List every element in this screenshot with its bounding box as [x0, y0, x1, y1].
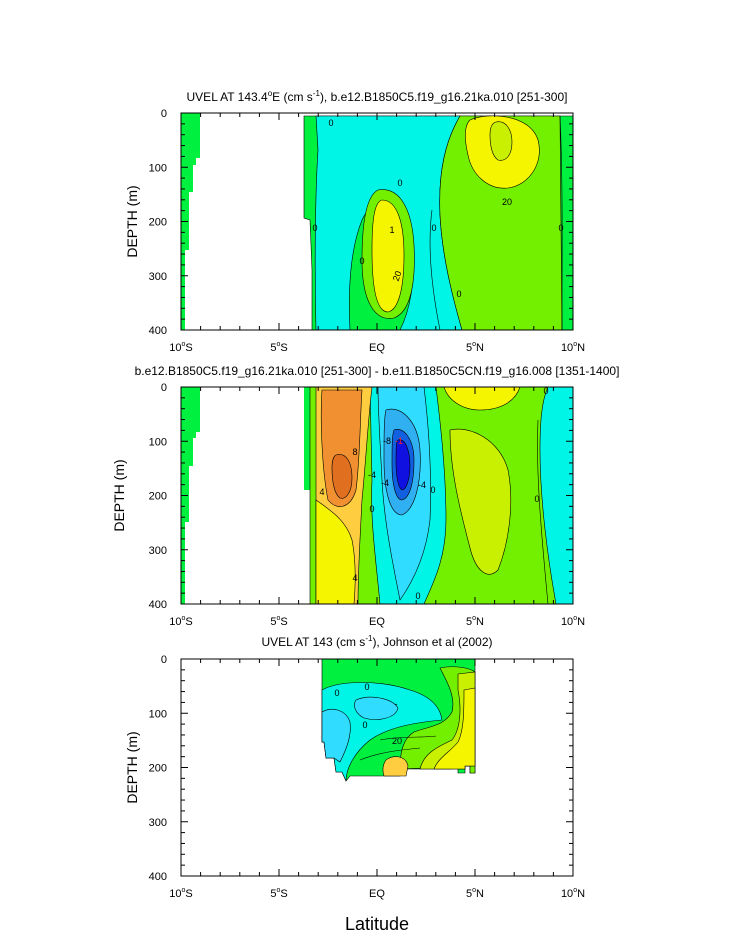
- x-tick-label: 5oS: [270, 341, 287, 354]
- contour-label: 0: [431, 223, 436, 233]
- x-tick-label: 5oS: [270, 615, 287, 628]
- contour-label: -4: [368, 470, 376, 480]
- panel-3-contours: [321, 659, 476, 782]
- panel-2-ylabel: DEPTH (m): [111, 459, 127, 531]
- panel-1-ylabel: DEPTH (m): [124, 185, 140, 257]
- y-tick-label: 0: [161, 654, 167, 666]
- contour-label: 0: [362, 720, 367, 730]
- y-tick-label: 300: [149, 817, 167, 829]
- panel-2-yellow-lower: [315, 499, 356, 604]
- panel-1-right-strip: [559, 115, 563, 330]
- x-tick-label: 5oS: [270, 887, 287, 900]
- contour-label: 0: [364, 682, 369, 692]
- panel-2-deep-blue: [395, 439, 411, 491]
- contour-label: 0: [415, 591, 420, 601]
- panel-2-orange-deep: [331, 454, 353, 499]
- x-tick-label: 10oN: [561, 887, 585, 900]
- contour-label: -: [395, 699, 398, 709]
- y-tick-label: 0: [161, 108, 167, 120]
- contour-label: 0: [334, 688, 339, 698]
- contour-label: 0: [397, 178, 402, 188]
- panel-3-extra-contour: [359, 735, 437, 761]
- y-tick-label: 400: [149, 871, 167, 883]
- panel-3: UVEL AT 143 (cm s-1), Johnson et al (200…: [124, 634, 585, 900]
- contour-label: 0: [430, 485, 435, 495]
- panel-3-light-cyan: [321, 709, 351, 763]
- panel-2: b.e12.B1850C5.f19_g16.21ka.010 [251-300]…: [111, 364, 619, 628]
- y-tick-label: 200: [149, 763, 167, 775]
- y-tick-label: 100: [149, 162, 167, 174]
- contour-label: -1: [395, 436, 403, 446]
- panel-3-title: UVEL AT 143 (cm s-1), Johnson et al (200…: [261, 634, 492, 649]
- panel-1-contour-labels: 0 0 0 0 0 0 0 20 20 1: [312, 118, 563, 299]
- y-tick-label: 400: [149, 599, 167, 611]
- y-tick-label: 200: [149, 217, 167, 229]
- x-tick-label: 10oN: [561, 615, 585, 628]
- x-tick-label: 10oN: [561, 341, 585, 354]
- panel-3-gold: [382, 756, 409, 777]
- contour-label: 4: [319, 487, 324, 497]
- panel-1-contours: [181, 113, 573, 330]
- y-tick-label: 0: [161, 382, 167, 394]
- x-tick-label: EQ: [369, 888, 385, 900]
- contour-label: 8: [352, 447, 357, 457]
- panel-3-yellow: [433, 687, 476, 770]
- x-tick-label: 10oS: [169, 887, 193, 900]
- panel-1: UVEL AT 143.4oE (cm s-1), b.e12.B1850C5.…: [124, 89, 585, 354]
- panel-3-ylabel: DEPTH (m): [124, 731, 140, 803]
- contour-label: 0: [456, 289, 461, 299]
- x-tick-label: 10oS: [169, 615, 193, 628]
- contour-label: 20: [502, 197, 512, 207]
- contour-label: -4: [381, 478, 389, 488]
- panel-3-light-cyan-2: [354, 696, 399, 720]
- contour-label: 1: [389, 225, 394, 235]
- contour-label: 4: [352, 573, 357, 583]
- panel-3-contour-labels: 20 0 0 0 -: [334, 682, 402, 746]
- y-tick-label: 300: [149, 271, 167, 283]
- y-tick-label: 200: [149, 491, 167, 503]
- contour-label: 0: [312, 223, 317, 233]
- panel-2-contours: [181, 387, 573, 604]
- panel-2-cyan-right: [539, 387, 573, 604]
- contour-label: 0: [558, 223, 563, 233]
- x-tick-label: EQ: [369, 342, 385, 354]
- contour-label: 0: [359, 256, 364, 266]
- contour-label: 20: [392, 736, 402, 746]
- panel-2-extra-contour: [537, 419, 549, 604]
- panel-1-yellow-core: [371, 199, 405, 313]
- contour-label: 20: [391, 270, 404, 283]
- y-tick-label: 100: [149, 436, 167, 448]
- y-tick-label: 400: [149, 325, 167, 337]
- contour-label: -4: [418, 480, 426, 490]
- panel-1-title: UVEL AT 143.4oE (cm s-1), b.e12.B1850C5.…: [187, 89, 568, 104]
- panel-1-extra-contour: [429, 209, 441, 330]
- x-tick-label: EQ: [369, 616, 385, 628]
- x-tick-label: 5oN: [466, 341, 484, 354]
- contour-label: 0: [328, 118, 333, 128]
- x-tick-label: 10oS: [169, 341, 193, 354]
- y-tick-label: 300: [149, 545, 167, 557]
- panel-2-title: b.e12.B1850C5.f19_g16.21ka.010 [251-300]…: [135, 364, 620, 378]
- contour-label: -8: [383, 436, 391, 446]
- panel-1-yg-inner: [489, 121, 513, 161]
- contour-label: 0: [543, 386, 548, 396]
- panel-2-contour-labels: 8 -8 -4 4 -4 0 0 0 0 -4 4 0 -1: [319, 386, 548, 601]
- x-axis-label: Latitude: [345, 914, 409, 934]
- y-tick-label: 100: [149, 708, 167, 720]
- panel-2-yellow-necc: [449, 428, 512, 575]
- x-tick-label: 5oN: [466, 887, 484, 900]
- x-tick-label: 5oN: [466, 615, 484, 628]
- panel-2-yg-top: [443, 387, 521, 411]
- contour-label: 0: [369, 504, 374, 514]
- contour-label: 0: [534, 494, 539, 504]
- panel-3-cyan: [321, 682, 443, 782]
